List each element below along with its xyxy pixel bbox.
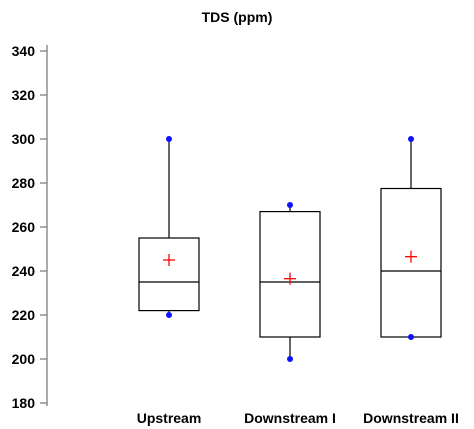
y-axis-ticks: 180 200 220 240 260 280 300 320 340	[12, 43, 47, 411]
y-tick-label: 280	[12, 175, 36, 191]
boxes-group	[138, 136, 442, 362]
y-tick-label: 240	[12, 263, 36, 279]
extreme-point	[287, 202, 293, 208]
extreme-point	[166, 312, 172, 318]
chart-title: TDS (ppm)	[202, 9, 273, 25]
y-tick-label: 180	[12, 395, 36, 411]
x-tick-label: Downstream I	[244, 410, 336, 426]
y-tick-label: 220	[12, 307, 36, 323]
extreme-point	[166, 136, 172, 142]
extreme-point	[408, 136, 414, 142]
x-axis-labels: Upstream Downstream I Downstream II	[137, 410, 459, 426]
y-tick-label: 300	[12, 131, 36, 147]
box-0	[138, 136, 200, 318]
y-tick-label: 340	[12, 43, 36, 59]
y-tick-label: 200	[12, 351, 36, 367]
extreme-point	[287, 356, 293, 362]
iqr-box	[380, 187, 442, 338]
box-1	[259, 202, 321, 362]
iqr-box	[138, 237, 200, 312]
box-2	[380, 136, 442, 340]
extreme-point	[408, 334, 414, 340]
x-tick-label: Downstream II	[363, 410, 459, 426]
y-tick-label: 260	[12, 219, 36, 235]
y-tick-label: 320	[12, 87, 36, 103]
x-tick-label: Upstream	[137, 410, 202, 426]
